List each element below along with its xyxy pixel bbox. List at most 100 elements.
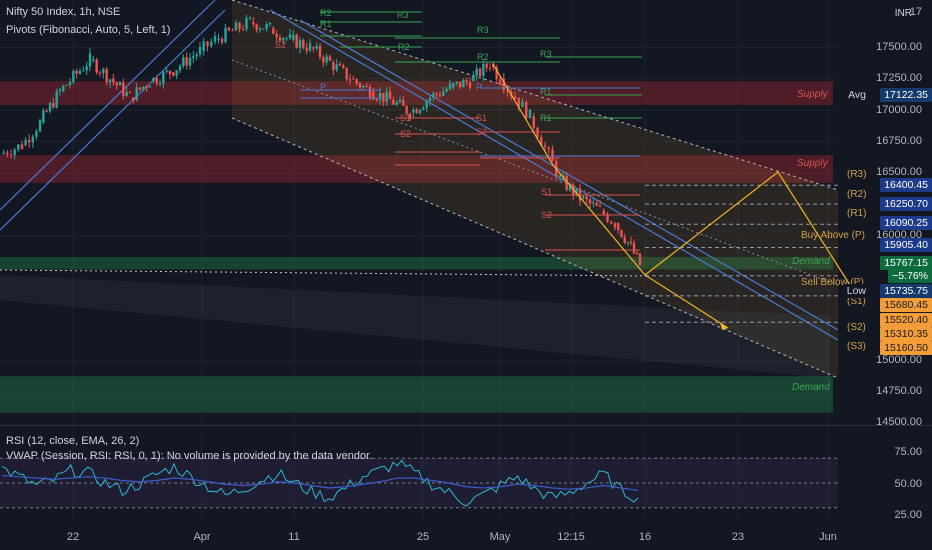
candle-body [418,109,422,114]
last-price-line [0,269,651,277]
candle-body [412,109,415,113]
candle-body [105,69,108,83]
candle-body [532,116,535,128]
candle-body [55,91,58,108]
symbol-legend[interactable]: Nifty 50 Index, 1h, NSE [6,6,121,18]
candle-body [425,101,428,108]
candle-body [135,87,138,101]
candle-body [610,221,613,224]
vwap-legend[interactable]: VWAP (Session, RSI: RSI, 0, 1): No volum… [6,450,373,462]
rsi-tick: 25.00 [894,509,922,521]
candle-body [122,82,125,96]
pane-divider[interactable] [0,425,932,426]
candle-body [475,68,478,76]
pivot-mark: S1 [541,187,552,197]
candle-body [558,175,562,177]
candle-body [342,65,345,68]
candle-body [448,83,452,90]
candle-body [602,210,605,215]
candle-body [128,92,132,94]
candle-body [536,127,539,138]
candle-body [95,59,98,73]
candle-body [445,89,448,92]
price-tick: 16500.00 [876,166,922,178]
candle-body [348,79,352,81]
candle-body [168,70,172,75]
candle-body [472,75,475,82]
candle-body [78,70,82,74]
pivot-mark: R2 [398,42,410,52]
candle-body [378,93,382,100]
candle-body [315,45,318,49]
candle-body [595,202,598,206]
candle-body [198,46,202,55]
candle-body [485,63,488,68]
price-tick: 17500.00 [876,41,922,53]
candle-body [352,78,355,80]
candle-body [9,154,13,156]
candle-body [182,57,185,67]
candle-body [172,72,175,76]
candle-body [213,36,217,42]
pivot-mark: R3 [477,25,489,35]
candle-body [85,66,88,71]
candle-body [308,43,312,51]
candle-body [623,236,626,243]
candle-body [305,47,308,51]
rsi-plot [0,457,838,509]
candle-body [24,139,27,146]
pivot-mark: P [320,82,326,92]
price-tick: 14500.00 [876,416,922,428]
s1-price-badge: 15680.45 [880,298,932,312]
pivot-mark: R1 [540,87,552,97]
channel-lower [231,117,839,379]
candle-body [220,38,224,43]
candle-body [375,99,378,101]
candle-body [155,77,158,84]
candle-body [248,17,252,19]
candle-body [462,80,465,88]
pivot-mark: R2 [477,52,489,62]
rsi-ema-line [1,474,639,492]
candle-body [568,184,572,190]
candle-body [585,196,588,200]
low-tag: Low [842,284,870,298]
time-tick: 23 [731,531,745,543]
demand-label: Demand [792,382,830,393]
supply-label: Supply [797,158,828,169]
candle-body [72,70,75,82]
candle-body [158,83,162,85]
rsi-band [0,458,838,508]
candle-body [455,81,458,84]
sell-below-label: Sell Below (P) [801,277,864,288]
candle-body [258,28,262,30]
candle-body [292,34,295,40]
candle-body [302,40,305,48]
candle-body [458,81,462,88]
pivot-mark: S2 [400,129,411,139]
candle-body [217,38,220,40]
low-price-badge: 15735.75 [880,284,932,298]
candle-body [58,89,62,92]
candle-body [422,107,425,110]
candle-body [20,144,24,149]
projection-arrowhead [720,322,728,330]
candle-body [145,86,148,88]
pivot-mark: R1 [540,113,552,123]
candle-body [506,90,509,92]
candle-body [98,72,102,74]
pivot-mark: S2 [275,40,286,50]
pivot-mark: R1 [320,19,332,29]
candle-body [368,86,372,99]
candle-body [388,91,392,99]
time-tick: May [489,531,511,543]
candle-body [125,92,128,96]
pivot-price-badge: 15905.40 [880,238,932,252]
s2-price-badge: 15520.40 [880,313,932,327]
candle-body [395,102,398,105]
s2-label: (S2) [847,322,866,333]
rsi-legend[interactable]: RSI (12, close, EMA, 26, 2) [6,435,140,447]
time-tick: 25 [416,531,430,543]
pivot-legend[interactable]: Pivots (Fibonacci, Auto, 5, Left, 1) [6,24,171,36]
